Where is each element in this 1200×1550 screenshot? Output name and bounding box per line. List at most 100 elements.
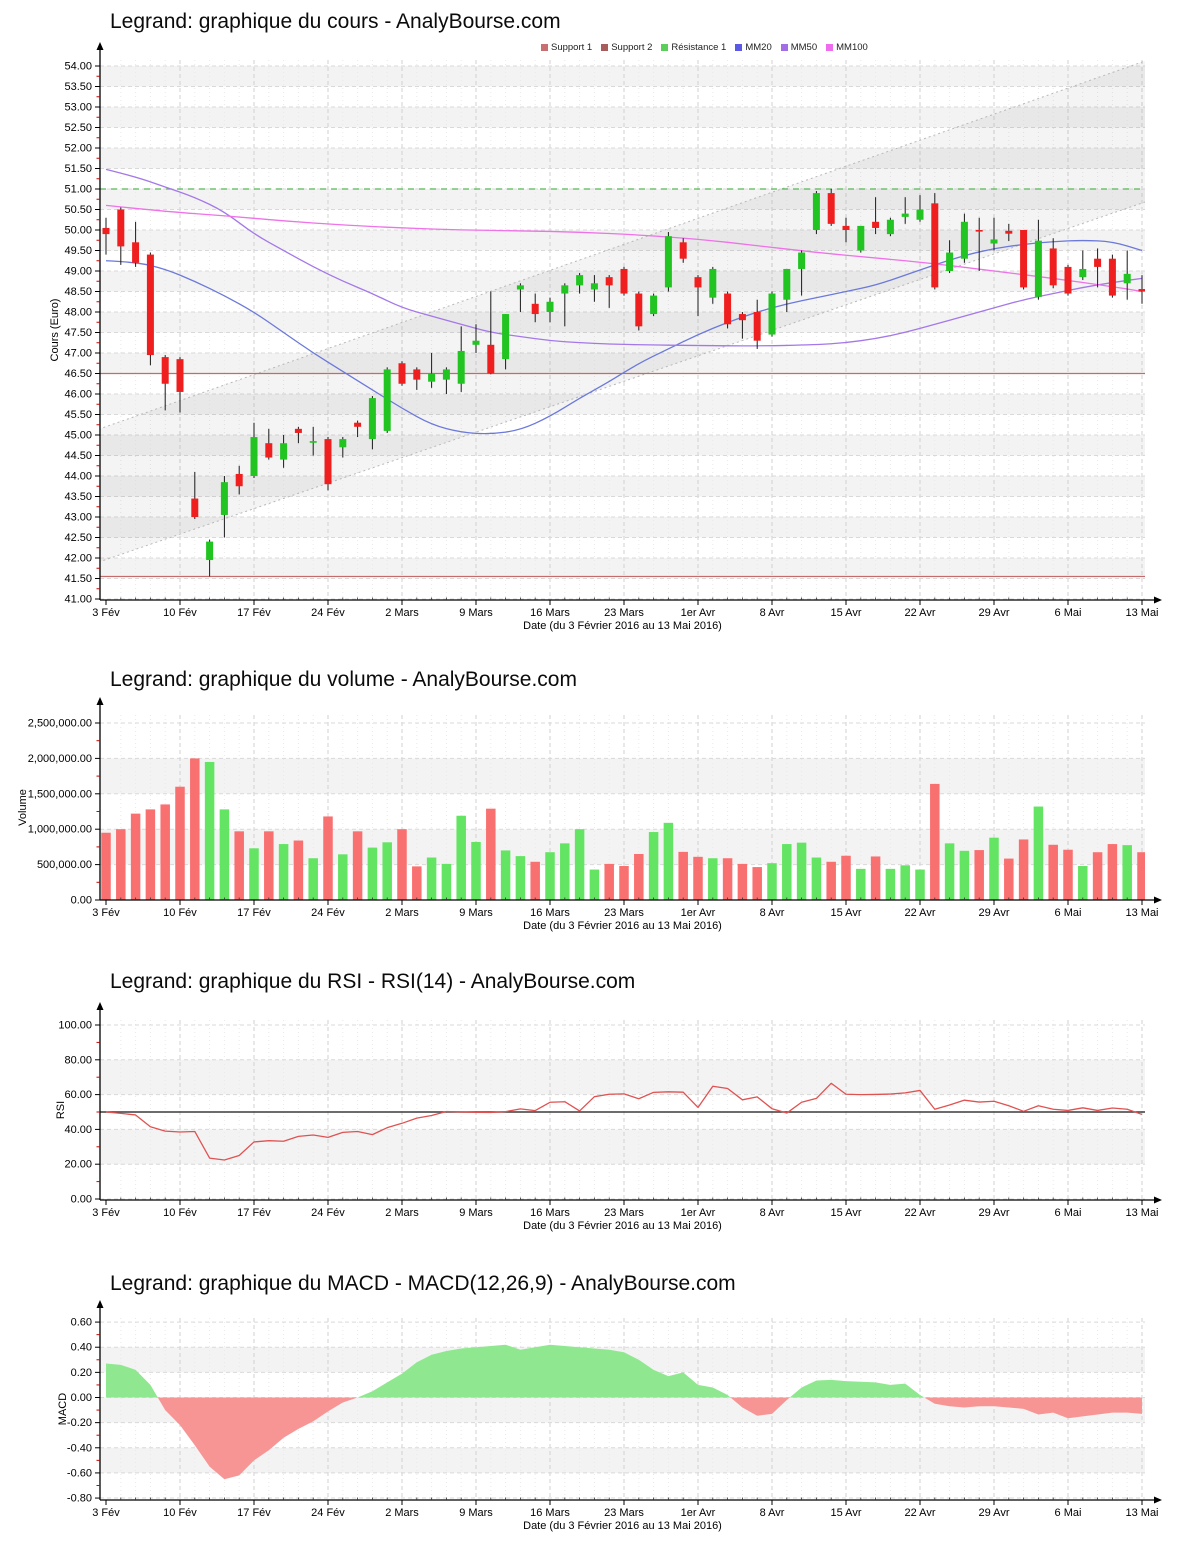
- rsi-content: [100, 1082, 1145, 1161]
- svg-text:45.50: 45.50: [64, 409, 92, 421]
- svg-text:16 Mars: 16 Mars: [530, 907, 570, 919]
- svg-text:41.50: 41.50: [64, 573, 92, 585]
- svg-text:42.50: 42.50: [64, 532, 92, 544]
- svg-text:24 Fév: 24 Fév: [311, 607, 345, 619]
- svg-text:-0.80: -0.80: [67, 1493, 92, 1505]
- svg-text:52.50: 52.50: [64, 122, 92, 134]
- svg-text:40.00: 40.00: [64, 1124, 92, 1136]
- rsi-bands: [100, 1059, 1145, 1165]
- legend-item-support2: Support 2: [601, 42, 652, 53]
- svg-text:0.40: 0.40: [71, 1342, 92, 1354]
- legend-label: Support 2: [611, 42, 653, 53]
- legend-item-support1: Support 1: [541, 42, 592, 53]
- svg-text:29 Avr: 29 Avr: [979, 607, 1010, 619]
- legend-item-mm20: MM20: [735, 42, 772, 53]
- macd-content: [106, 1344, 1142, 1480]
- macd-chart: -0.80 -0.60 -0.40 -0.20 0.00 0.20 0.40 0.60 3 Fé…: [57, 1300, 1162, 1532]
- svg-text:49.00: 49.00: [64, 266, 92, 278]
- svg-text:2,500,000.00: 2,500,000.00: [28, 718, 92, 730]
- svg-text:8 Avr: 8 Avr: [760, 1207, 785, 1219]
- svg-text:3 Fév: 3 Fév: [92, 1507, 120, 1519]
- svg-text:51.00: 51.00: [64, 184, 92, 196]
- svg-text:60.00: 60.00: [64, 1089, 92, 1101]
- resistance1-swatch-icon: [661, 44, 669, 51]
- mm50-swatch-icon: [780, 44, 788, 51]
- legend-item-resistance1: Résistance 1: [661, 42, 726, 53]
- rsi-axes: 0.00 20.00 40.00 60.00 80.00 100.00 3 Fév 10 Fé…: [55, 1002, 1162, 1232]
- svg-text:Volume: Volume: [17, 789, 29, 826]
- svg-text:43.50: 43.50: [64, 491, 92, 503]
- candles: [102, 189, 1145, 577]
- svg-text:3 Fév: 3 Fév: [92, 1207, 120, 1219]
- svg-text:22 Avr: 22 Avr: [905, 607, 936, 619]
- svg-text:2 Mars: 2 Mars: [385, 907, 419, 919]
- svg-text:Date (du 3 Février 2016 au 13: Date (du 3 Février 2016 au 13 Mai 2016): [523, 920, 722, 932]
- svg-text:1er Avr: 1er Avr: [681, 607, 716, 619]
- legend-item-mm100: MM100: [826, 42, 868, 53]
- svg-text:500,000.00: 500,000.00: [37, 859, 92, 871]
- svg-text:20.00: 20.00: [64, 1159, 92, 1171]
- svg-text:15 Avr: 15 Avr: [831, 1207, 862, 1219]
- legend-label: Support 1: [551, 42, 593, 53]
- svg-text:17 Fév: 17 Fév: [237, 1207, 271, 1219]
- svg-text:41.00: 41.00: [64, 594, 92, 606]
- svg-text:22 Avr: 22 Avr: [905, 1207, 936, 1219]
- svg-text:17 Fév: 17 Fév: [237, 907, 271, 919]
- svg-text:23 Mars: 23 Mars: [604, 1207, 644, 1219]
- svg-text:51.50: 51.50: [64, 163, 92, 175]
- macd-chart-title: Legrand: graphique du MACD - MACD(12,26,…: [110, 1272, 736, 1295]
- svg-text:47.50: 47.50: [64, 327, 92, 339]
- macd-negative-area: [106, 1397, 1142, 1480]
- cours-axes: 41.00 41.50 42.00 42.50 43.00 43.50 44.00 44.50…: [49, 42, 1162, 632]
- macd-axes: -0.80 -0.60 -0.40 -0.20 0.00 0.20 0.40 0.60 3 Fé…: [57, 1300, 1162, 1532]
- legend-label: MM100: [836, 42, 868, 53]
- svg-text:-0.60: -0.60: [67, 1467, 92, 1479]
- svg-text:22 Avr: 22 Avr: [905, 907, 936, 919]
- svg-text:6 Mai: 6 Mai: [1055, 907, 1082, 919]
- svg-text:8 Avr: 8 Avr: [760, 1507, 785, 1519]
- trend-channel: [100, 60, 1145, 562]
- svg-text:23 Mars: 23 Mars: [604, 607, 644, 619]
- svg-text:29 Avr: 29 Avr: [979, 1507, 1010, 1519]
- volume-axes: 0.00 500,000.00 1,000,000.00 1,500,000.00 2,…: [17, 697, 1162, 932]
- svg-text:53.00: 53.00: [64, 102, 92, 114]
- svg-text:Date (du 3 Février 2016 au 13: Date (du 3 Février 2016 au 13 Mai 2016): [523, 1520, 722, 1532]
- svg-text:6 Mai: 6 Mai: [1055, 1507, 1082, 1519]
- svg-text:MACD: MACD: [57, 1393, 69, 1425]
- svg-text:RSI: RSI: [55, 1101, 67, 1119]
- volume-content: [101, 758, 1145, 900]
- svg-text:0.00: 0.00: [71, 1194, 92, 1206]
- svg-text:2,000,000.00: 2,000,000.00: [28, 753, 92, 765]
- svg-text:1,500,000.00: 1,500,000.00: [28, 788, 92, 800]
- svg-text:53.50: 53.50: [64, 81, 92, 93]
- mm100-swatch-icon: [826, 44, 834, 51]
- svg-text:9 Mars: 9 Mars: [459, 607, 493, 619]
- cours-chart: 41.00 41.50 42.00 42.50 43.00 43.50 44.00 44.50…: [49, 42, 1162, 632]
- svg-text:Date (du 3 Février 2016 au 13: Date (du 3 Février 2016 au 13 Mai 2016): [523, 620, 722, 632]
- svg-text:10 Fév: 10 Fév: [163, 1507, 197, 1519]
- svg-text:15 Avr: 15 Avr: [831, 607, 862, 619]
- svg-text:48.50: 48.50: [64, 286, 92, 298]
- overlay-mm100: [105, 204, 1143, 293]
- svg-text:0.00: 0.00: [71, 1392, 92, 1404]
- overlay-mm50: [105, 168, 1143, 347]
- svg-text:1er Avr: 1er Avr: [681, 907, 716, 919]
- svg-text:13 Mai: 13 Mai: [1125, 1207, 1158, 1219]
- legend-label: MM50: [790, 42, 818, 53]
- svg-text:47.00: 47.00: [64, 348, 92, 360]
- svg-text:22 Avr: 22 Avr: [905, 1507, 936, 1519]
- svg-text:15 Avr: 15 Avr: [831, 1507, 862, 1519]
- svg-text:2 Mars: 2 Mars: [385, 1507, 419, 1519]
- svg-text:17 Fév: 17 Fév: [237, 1507, 271, 1519]
- svg-text:24 Fév: 24 Fév: [311, 907, 345, 919]
- cours-bands: [100, 66, 1145, 579]
- svg-text:3 Fév: 3 Fév: [92, 607, 120, 619]
- legend-label: Résistance 1: [671, 42, 727, 53]
- rsi-grid: [100, 1020, 1145, 1200]
- svg-text:29 Avr: 29 Avr: [979, 907, 1010, 919]
- svg-text:24 Fév: 24 Fév: [311, 1207, 345, 1219]
- cours-chart-legend: Support 1 Support 2 Résistance 1 MM20 MM…: [541, 42, 868, 53]
- svg-text:46.00: 46.00: [64, 389, 92, 401]
